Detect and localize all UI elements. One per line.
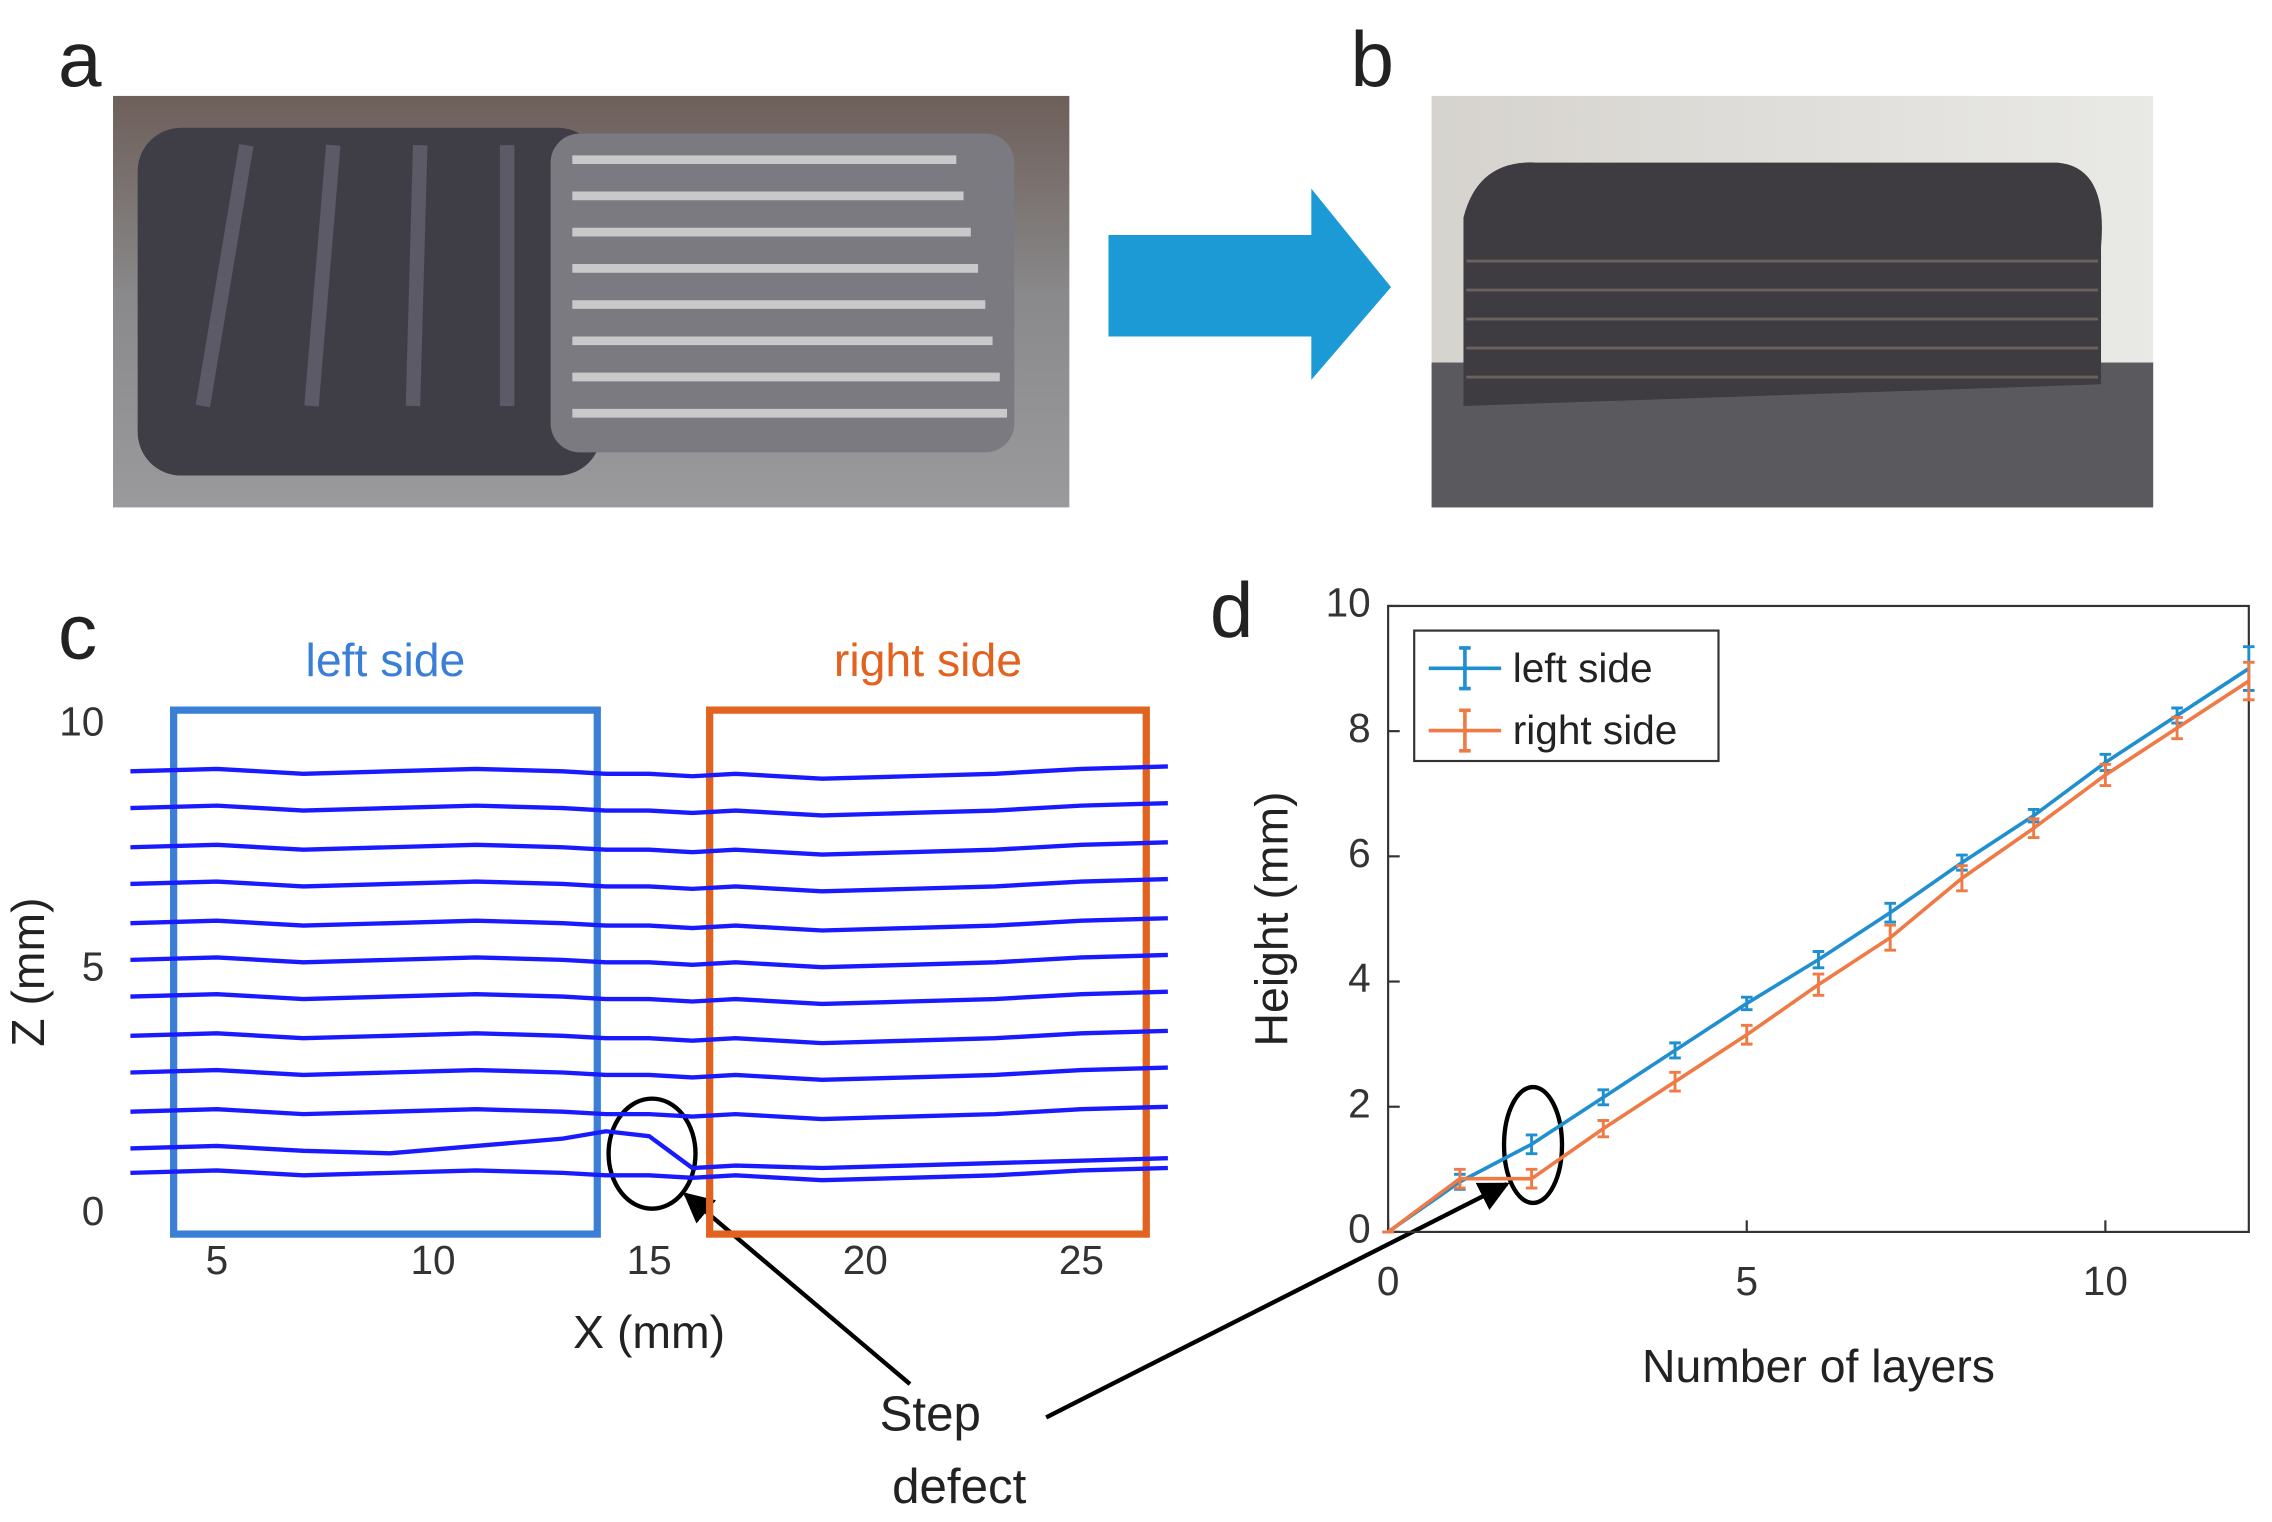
profile-line [130,952,1168,970]
y-tick-label: 6 [1348,830,1371,876]
x-tick-label: 25 [1059,1237,1104,1283]
region-label: left side [306,634,466,686]
x-tick-label: 10 [410,1237,455,1283]
region-box [170,706,601,1238]
error-bar [2243,660,2255,702]
y-tick-label: 10 [59,699,104,745]
legend-swatch [1428,646,1502,691]
x-axis-label: X (mm) [573,1306,725,1358]
error-bar [1454,1167,1466,1190]
y-tick-label: 0 [82,1188,105,1234]
highlight-ellipse [606,1096,698,1211]
y-tick-label: 10 [1326,580,1371,626]
y-tick-label: 5 [82,943,105,989]
error-bar [1597,1119,1610,1139]
profile-line [130,916,1168,933]
annotation: defect [892,1459,1026,1514]
annotation-arrow [683,1192,912,1386]
axes-frame [1387,604,2250,1234]
error-bar [1740,1023,1753,1046]
arrow [1108,188,1392,380]
panel-label: b [1350,15,1394,103]
x-tick-label: 15 [627,1237,672,1283]
x-tick-label: 10 [2083,1258,2128,1304]
error-bar [1884,923,1896,952]
annotation: Step [880,1386,981,1441]
region-box [706,706,1150,1238]
x-tick-label: 5 [1735,1258,1758,1304]
panel-label: c [58,588,97,676]
error-bar [1956,864,1968,893]
error-bar [1525,1133,1538,1156]
panel-label: a [58,15,102,103]
y-tick-label: 0 [1348,1206,1371,1252]
y-tick-label: 4 [1348,955,1371,1001]
legend-swatch [1428,708,1502,753]
profile-line [130,1028,1168,1046]
error-bar [1740,995,1753,1012]
legend-label: right side [1513,707,1678,753]
x-tick-label: 0 [1377,1258,1400,1304]
photo-a [113,95,1070,508]
profile-line [130,1104,1168,1122]
error-bar [1597,1088,1610,1107]
error-bar [2099,762,2112,788]
error-bar [1669,1041,1681,1060]
profile-line [130,876,1168,894]
profile-line [130,989,1168,1007]
profile-line [130,840,1168,857]
annotation-arrow [1045,1182,1510,1420]
error-bar [2027,817,2040,840]
error-bar [1812,972,1825,997]
y-axis-label: Z (mm) [2,897,54,1046]
y-axis-label: Height (mm) [1245,791,1297,1046]
error-bar [2171,715,2183,741]
y-tick-label: 8 [1348,705,1371,751]
profile-line [130,801,1168,818]
error-bar [1884,901,1896,924]
photo-b [1431,95,2154,508]
profile-line [130,1065,1168,1083]
y-tick-label: 2 [1348,1080,1371,1126]
profile-line [130,764,1168,781]
profile-line [130,1129,1168,1171]
panel-label: d [1210,566,1254,654]
x-tick-label: 5 [206,1237,229,1283]
x-axis-label: Number of layers [1642,1340,1995,1392]
profile-line [130,1165,1168,1183]
x-tick-label: 20 [843,1237,888,1283]
region-label: right side [834,634,1022,686]
error-bar [1812,950,1825,970]
error-bar [1669,1070,1681,1093]
highlight-ellipse [1501,1084,1565,1206]
error-bar [1525,1167,1538,1190]
legend-label: left side [1513,645,1653,691]
